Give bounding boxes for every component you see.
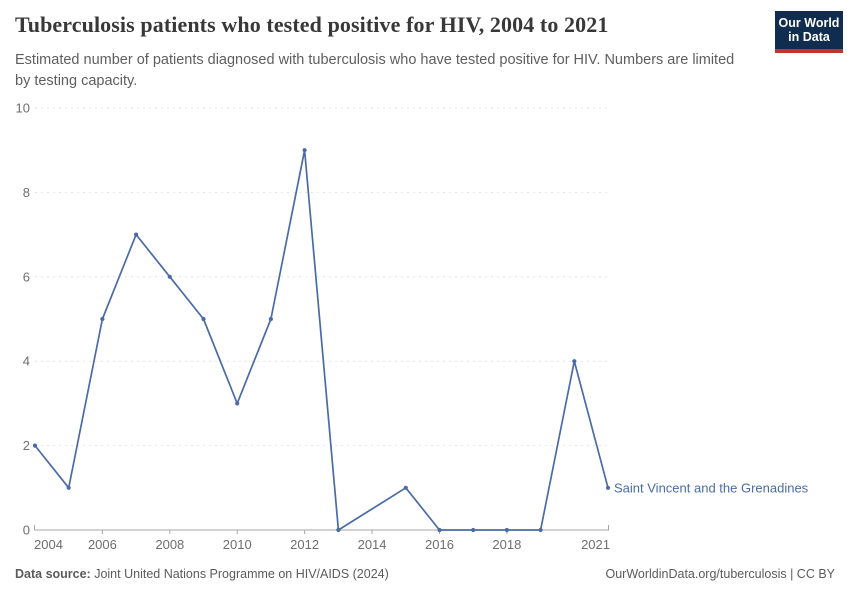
data-point[interactable] (66, 485, 71, 490)
x-axis-labels: 2004 2006 2008 2010 2012 2014 2016 2018 2021 (34, 537, 610, 552)
data-source-label: Data source: (15, 567, 91, 581)
data-point[interactable] (134, 232, 139, 237)
entity-label[interactable]: Saint Vincent and the Grenadines (614, 480, 809, 495)
x-tick-label: 2021 (581, 537, 610, 552)
data-point[interactable] (403, 485, 408, 490)
y-tick-label: 10 (16, 101, 30, 116)
data-source: Data source: Joint United Nations Progra… (15, 567, 389, 581)
data-point[interactable] (100, 316, 105, 322)
y-tick-label: 4 (23, 354, 30, 369)
page-title: Tuberculosis patients who tested positiv… (15, 12, 609, 37)
y-tick-label: 8 (23, 185, 30, 200)
data-point[interactable] (471, 527, 476, 533)
x-tick-label: 2016 (425, 537, 454, 552)
data-point[interactable] (336, 527, 341, 533)
x-tick-label: 2018 (492, 537, 521, 552)
data-point[interactable] (538, 527, 543, 533)
subtitle-line-1: Estimated number of patients diagnosed w… (15, 52, 689, 68)
data-point[interactable] (201, 316, 206, 322)
logo-line-1: Our World (778, 16, 840, 30)
data-point[interactable] (605, 485, 611, 490)
owid-logo[interactable]: Our World in Data (775, 11, 843, 53)
gridlines (35, 107, 608, 447)
chart-footer: Data source: Joint United Nations Progra… (15, 567, 835, 581)
logo-line-2: in Data (788, 30, 830, 44)
data-point[interactable] (235, 401, 240, 406)
data-source-text: Joint United Nations Programme on HIV/AI… (90, 567, 389, 581)
chart-subtitle: Estimated number of patients diagnosed w… (15, 50, 735, 92)
x-tick-label: 2004 (34, 537, 63, 552)
x-tick-label: 2008 (155, 537, 184, 552)
y-tick-label: 2 (23, 438, 30, 453)
y-axis-labels: 0 2 4 6 8 10 (16, 101, 30, 538)
y-tick-label: 6 (23, 269, 30, 284)
data-point[interactable] (32, 443, 38, 448)
x-tick-label: 2006 (88, 537, 117, 552)
subtitle-line-2: limited by testing capacity. (15, 52, 735, 89)
data-point[interactable] (437, 527, 442, 533)
x-tick-label: 2014 (358, 537, 387, 552)
data-point[interactable] (167, 274, 172, 279)
x-tick-label: 2012 (290, 537, 319, 552)
credit-link: OurWorldinData.org/tuberculosis | CC BY (605, 567, 836, 581)
data-point[interactable] (268, 316, 273, 322)
x-tick-label: 2010 (223, 537, 252, 552)
data-point[interactable] (572, 359, 577, 364)
data-point[interactable] (302, 148, 307, 153)
data-points[interactable] (32, 148, 611, 533)
data-point[interactable] (504, 527, 509, 533)
y-tick-label: 0 (23, 523, 30, 538)
trend-line[interactable] (34, 149, 609, 531)
